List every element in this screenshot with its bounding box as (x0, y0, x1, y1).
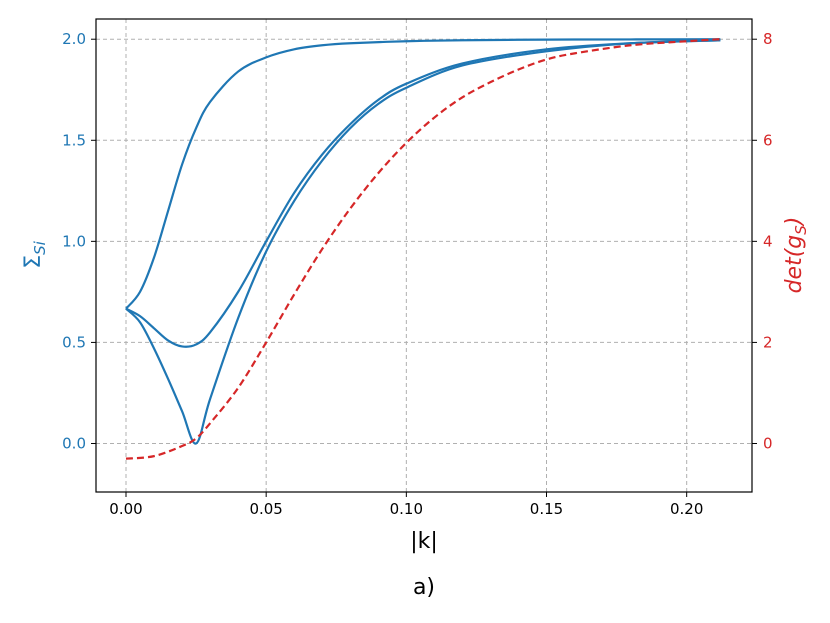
y-right-tick-label-4: 8 (763, 30, 773, 48)
x-tick-label-3: 0.15 (530, 500, 563, 518)
y-left-tick-label-1: 0.5 (62, 333, 86, 351)
y-right-tick-label-3: 6 (763, 131, 773, 149)
y-right-tick-label-1: 2 (763, 333, 773, 351)
x-tick-label-4: 0.20 (670, 500, 703, 518)
y-left-tick-label-3: 1.5 (62, 131, 86, 149)
y-right-tick-label-0: 0 (763, 434, 773, 452)
y-left-tick-label-0: 0.0 (62, 434, 86, 452)
x-tick-label-0: 0.00 (109, 500, 142, 518)
series-line-3 (125, 38, 721, 460)
y-right-axis-label: det(gS) (782, 217, 810, 294)
y-left-axis-label: ΣSi (21, 240, 49, 268)
y-right-tick-label-2: 4 (763, 232, 773, 250)
series-line-0 (125, 38, 721, 310)
figure-caption: a) (413, 575, 435, 600)
x-tick-label-1: 0.05 (249, 500, 282, 518)
series-line-1 (125, 39, 721, 348)
y-left-tick-label-4: 2.0 (62, 30, 86, 48)
plot-frame (95, 18, 753, 493)
series-group (125, 38, 721, 460)
ticks: 0.00 0.05 0.10 0.15 0.20 0.0 0.5 1.0 1.5 2.0 0 2 4 6 8 (62, 30, 772, 518)
x-axis-label: |k| (410, 529, 438, 554)
grid (96, 19, 752, 492)
x-tick-label-2: 0.10 (390, 500, 423, 518)
y-left-tick-label-2: 1.0 (62, 232, 86, 250)
series-line-2 (125, 39, 721, 445)
